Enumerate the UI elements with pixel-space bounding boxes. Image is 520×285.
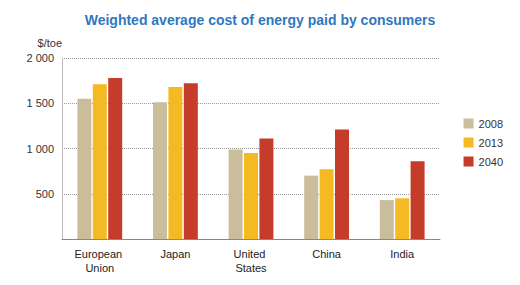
svg-text:2008: 2008 — [479, 118, 503, 130]
svg-text:Weighted average cost of energ: Weighted average cost of energy paid by … — [85, 12, 436, 28]
svg-text:2 000: 2 000 — [26, 52, 54, 64]
svg-text:United: United — [234, 248, 269, 260]
svg-text:European: European — [74, 248, 125, 260]
svg-text:States: States — [235, 262, 267, 274]
svg-text:1 000: 1 000 — [26, 143, 54, 155]
svg-text:2013: 2013 — [479, 137, 503, 149]
svg-text:500: 500 — [36, 188, 54, 200]
svg-text:$/toe: $/toe — [38, 37, 62, 49]
svg-text:China: China — [312, 248, 342, 260]
svg-text:India: India — [390, 248, 415, 260]
svg-text:1 500: 1 500 — [26, 97, 54, 109]
svg-text:Union: Union — [85, 262, 114, 274]
svg-text:Japan: Japan — [160, 248, 190, 260]
svg-text:2040: 2040 — [479, 156, 503, 168]
